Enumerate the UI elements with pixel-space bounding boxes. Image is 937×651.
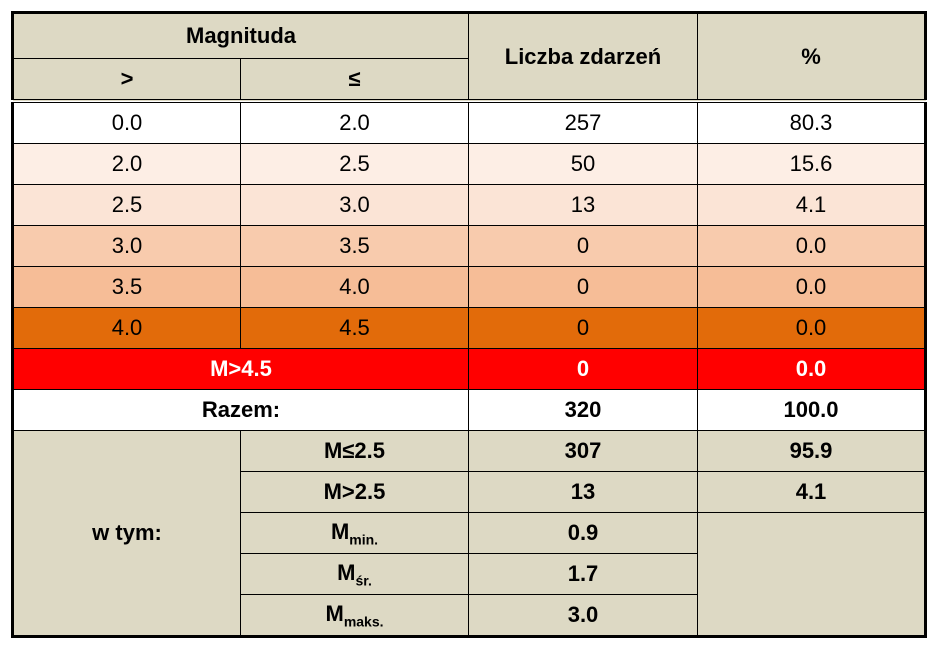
breakdown-row: Mmin. 0.9 — [13, 512, 926, 637]
breakdown-row: M>2.5 13 4.1 — [13, 471, 926, 513]
cell: M>4.5 — [12, 348, 469, 390]
data-row: 3.0 3.5 0 0.0 — [12, 225, 926, 267]
cell: Razem: — [12, 389, 469, 431]
cell: 4.5 — [240, 307, 469, 349]
breakdown-row: w tym: M≤2.5 307 95.9 — [12, 430, 926, 637]
cell: 3.5 — [12, 266, 241, 308]
cell: 3.0 — [240, 184, 469, 226]
cell: 4.1 — [697, 184, 926, 226]
above-row: M>4.5 0 0.0 — [12, 348, 926, 390]
cell: 3.5 — [240, 225, 469, 267]
header-cell: Magnituda — [12, 12, 469, 59]
cell: 0.0 — [697, 307, 926, 349]
cell: 2.5 — [12, 184, 241, 226]
data-row: 3.5 4.0 0 0.0 — [12, 266, 926, 308]
cell: M≤2.5 — [240, 430, 469, 472]
data-row: 2.5 3.0 13 4.1 — [12, 184, 926, 226]
table-body: 0.0 2.0 257 80.3 2.0 2.5 50 15.6 2.5 3.0 13 4.1 3.0 3… — [12, 100, 926, 349]
cell: 257 — [468, 100, 698, 144]
cell: 2.0 — [240, 100, 469, 144]
cell: 4.0 — [240, 266, 469, 308]
cell: 100.0 — [697, 389, 926, 431]
cell: 13 — [468, 184, 698, 226]
data-row: 0.0 2.0 257 80.3 — [12, 100, 926, 144]
symbol: M — [330, 518, 350, 544]
header-cell: > — [12, 58, 241, 103]
symbol: M — [325, 600, 344, 626]
header-cell: ≤ — [240, 58, 469, 103]
empty-cell — [697, 512, 926, 637]
cell: 3.0 — [468, 594, 698, 637]
cell: Mśr. — [240, 553, 469, 595]
magnitude-table: Magnituda Liczba zdarzeń % > ≤ 0.0 2.0 257… — [11, 11, 927, 638]
breakdown-row: Mmaks. 3.0 — [13, 594, 926, 637]
cell: 0 — [468, 266, 698, 308]
cell: w tym: — [12, 430, 241, 637]
cell: 3.0 — [12, 225, 241, 267]
cell: 95.9 — [697, 430, 926, 472]
cell: 0.0 — [12, 100, 241, 144]
cell: 0 — [468, 225, 698, 267]
data-row: 2.0 2.5 50 15.6 — [12, 143, 926, 185]
cell: 0 — [468, 307, 698, 349]
cell: 2.5 — [240, 143, 469, 185]
cell: 320 — [468, 389, 698, 431]
subscript: śr. — [355, 572, 372, 589]
cell: 0.0 — [697, 225, 926, 267]
cell: 50 — [468, 143, 698, 185]
cell: 13 — [468, 471, 698, 513]
header-row: Magnituda Liczba zdarzeń % — [12, 12, 926, 103]
cell: 0.0 — [697, 348, 926, 390]
header-cell: % — [697, 12, 926, 103]
cell: M>2.5 — [240, 471, 469, 513]
cell: 307 — [468, 430, 698, 472]
cell: 15.6 — [697, 143, 926, 185]
data-row: 4.0 4.5 0 0.0 — [12, 307, 926, 349]
cell: 0.9 — [468, 512, 698, 554]
cell: 2.0 — [12, 143, 241, 185]
cell: 0 — [468, 348, 698, 390]
cell: 4.0 — [12, 307, 241, 349]
total-row: Razem: 320 100.0 — [12, 389, 926, 431]
cell: 80.3 — [697, 100, 926, 144]
cell: Mmaks. — [240, 594, 469, 637]
header-cell: Liczba zdarzeń — [468, 12, 698, 103]
cell: 0.0 — [697, 266, 926, 308]
subscript: maks. — [343, 613, 384, 630]
cell: 1.7 — [468, 553, 698, 595]
cell: 4.1 — [697, 471, 926, 513]
symbol: M — [337, 559, 356, 585]
cell: Mmin. — [240, 512, 469, 554]
subscript: min. — [349, 531, 379, 548]
